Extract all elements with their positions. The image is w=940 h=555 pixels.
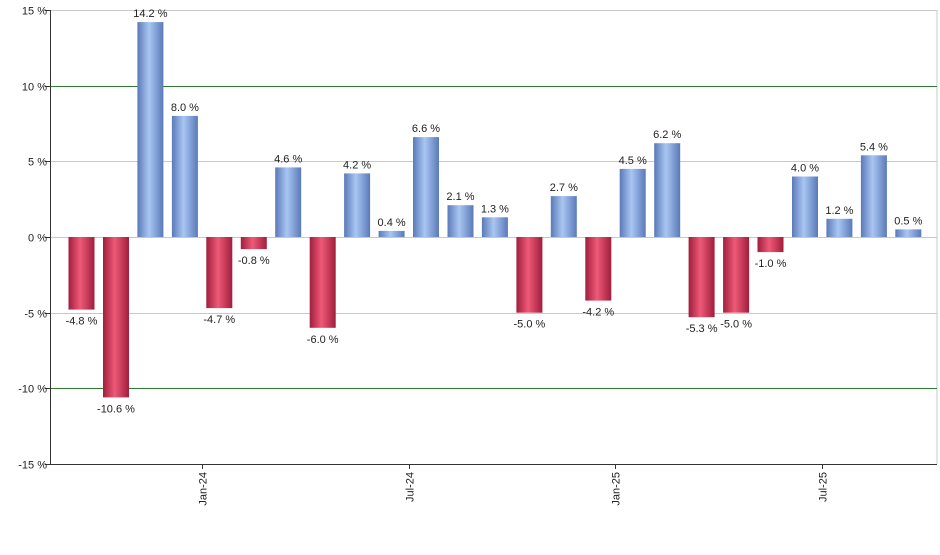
x-tick-label: Jul-25 bbox=[818, 472, 830, 502]
bar-value-label: 1.2 % bbox=[825, 205, 853, 217]
axes: 15 % 10 % 5 % 0 % -5 % -10 % -15 % Jan-24 Jul-24… bbox=[18, 6, 937, 506]
bar-value-label: -0.8 % bbox=[238, 255, 270, 267]
bar-17 bbox=[619, 168, 646, 237]
bar-value-label: -4.8 % bbox=[66, 316, 98, 328]
bar-value-label: 14.2 % bbox=[133, 8, 167, 20]
bar-6 bbox=[240, 237, 267, 250]
bars bbox=[68, 22, 922, 398]
bar-value-label: 0.5 % bbox=[894, 215, 922, 227]
bar-18 bbox=[654, 143, 681, 237]
x-tick-label: Jul-24 bbox=[405, 472, 417, 502]
bar-4 bbox=[171, 115, 198, 237]
bar-value-label: -10.6 % bbox=[97, 403, 135, 415]
bar-19 bbox=[688, 237, 715, 318]
x-tick-label: Jan-24 bbox=[198, 472, 210, 506]
bar-value-label: 4.0 % bbox=[791, 163, 819, 175]
y-tick-label: 10 % bbox=[22, 82, 47, 94]
bar-value-label: -4.2 % bbox=[582, 307, 614, 319]
bar-11 bbox=[413, 137, 439, 237]
bar-value-label: 4.5 % bbox=[619, 155, 647, 167]
y-tick-label: -5 % bbox=[24, 309, 47, 321]
bar-25 bbox=[895, 229, 922, 237]
bar-22 bbox=[792, 176, 818, 237]
bar-value-label: 2.1 % bbox=[446, 191, 474, 203]
y-tick-label: -15 % bbox=[18, 460, 47, 472]
bar-value-label: 6.6 % bbox=[412, 123, 440, 135]
bar-value-label: -5.0 % bbox=[514, 319, 546, 331]
bar-value-label: -5.0 % bbox=[720, 319, 752, 331]
bar-9 bbox=[344, 173, 371, 237]
bar-8 bbox=[309, 237, 336, 328]
bar-value-label: 1.3 % bbox=[481, 203, 509, 215]
bar-value-label: 8.0 % bbox=[171, 102, 199, 114]
y-tick-label: -10 % bbox=[18, 384, 47, 396]
bar-value-label: 4.6 % bbox=[274, 153, 302, 165]
bar-3 bbox=[137, 22, 164, 237]
bar-value-label: -6.0 % bbox=[307, 334, 339, 346]
bar-16 bbox=[585, 237, 612, 301]
bar-value-label: -5.3 % bbox=[686, 323, 718, 335]
bar-2 bbox=[103, 237, 129, 398]
y-tick-label: 5 % bbox=[28, 157, 47, 169]
bar-14 bbox=[516, 237, 543, 313]
bar-1 bbox=[68, 237, 95, 310]
bar-20 bbox=[723, 237, 750, 313]
bar-5 bbox=[206, 237, 233, 309]
data-labels: -4.8 % -10.6 % 14.2 % 8.0 % -4.7 % -0.8 % 4.6 … bbox=[66, 8, 923, 415]
bar-value-label: 4.2 % bbox=[343, 159, 371, 171]
bar-24 bbox=[860, 155, 887, 237]
bar-value-label: 2.7 % bbox=[550, 182, 578, 194]
bar-15 bbox=[550, 196, 577, 237]
bar-7 bbox=[275, 167, 302, 237]
bar-value-label: 0.4 % bbox=[378, 217, 406, 229]
bar-value-label: -1.0 % bbox=[755, 258, 787, 270]
y-tick-label: 0 % bbox=[28, 233, 47, 245]
y-tick-label: 15 % bbox=[22, 6, 47, 18]
bar-23 bbox=[826, 218, 853, 237]
bar-value-label: 5.4 % bbox=[860, 141, 888, 153]
x-tick-label: Jan-25 bbox=[611, 472, 623, 506]
bar-12 bbox=[447, 205, 474, 237]
bar-value-label: 6.2 % bbox=[653, 129, 681, 141]
bar-10 bbox=[378, 230, 405, 237]
bar-value-label: -4.7 % bbox=[203, 314, 235, 326]
bar-21 bbox=[757, 237, 784, 253]
bar-13 bbox=[481, 217, 508, 237]
